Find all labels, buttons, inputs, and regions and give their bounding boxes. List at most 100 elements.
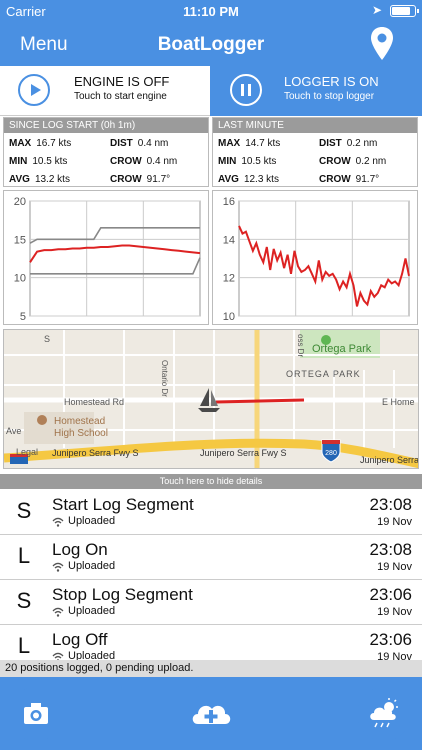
engine-toggle[interactable]: ENGINE IS OFF Touch to start engine [0,66,210,116]
map-canvas: 280 Homestead Rd E Home ORTEGA PARK Juni… [4,330,419,468]
row-label: Log On [52,540,108,559]
add-entry-button[interactable] [180,684,242,746]
place-label: Homestead [54,416,105,427]
stat-label: MIN [218,156,237,167]
row-time: 23:06 [369,630,412,649]
logger-hint: Touch to stop logger [284,91,375,102]
upload-status-line: 20 positions logged, 0 pending upload. [0,660,422,677]
row-label: Log Off [52,630,108,649]
row-type-letter: S [16,588,32,613]
street-label: Junipero Serra Fwy S [52,448,139,458]
plot-frame [29,200,201,317]
street-label: Junipero Serra [360,455,419,465]
shield-label: 280 [325,450,337,457]
y-tick-label: 15 [14,234,26,246]
place-label: Ortega Park [312,343,372,355]
park-marker-icon [321,335,331,345]
stat-value: 12.3 kts [243,174,279,185]
camera-button[interactable] [9,687,63,741]
park-area [300,330,380,358]
y-tick-label: 20 [14,196,26,208]
stat-max: MAX 14.7 kts [218,138,280,149]
highway-shield-icon [10,454,28,464]
stat-dist: DIST 0.2 nm [319,138,377,149]
stat-value: 0.4 nm [146,156,178,167]
row-time: 23:06 [369,585,412,604]
stat-crow: CROW 0.4 nm [110,156,177,167]
row-type-letter: L [17,633,31,658]
camera-icon [24,703,48,724]
weather-icon [370,698,398,728]
battery-fill [392,7,410,15]
series-line [238,225,410,307]
row-date: 19 Nov [377,561,412,573]
row-type-letter: S [16,498,32,523]
stat-label: MIN [9,156,28,167]
clock: 11:10 PM [183,4,239,19]
stat-dist: DIST 0.4 nm [110,138,168,149]
log-row[interactable]: S Stop Log Segment Uploaded 23:06 19 Nov [0,580,422,625]
stat-value: 10.5 kts [241,156,277,167]
school-area [24,412,94,444]
stat-max: MAX 16.7 kts [9,138,71,149]
street-label: Junipero Serra Fwy S [200,448,287,458]
y-tick-label: 12 [223,273,235,285]
location-pin-icon[interactable] [370,26,394,62]
upload-status: Uploaded [68,605,116,617]
stat-value: 14.7 kts [245,138,281,149]
highway-shield-icon [321,439,341,463]
series-line [29,226,200,244]
series-line [30,257,201,275]
track-line [215,398,305,404]
y-tick-label: 5 [20,311,26,323]
stat-label: MAX [218,138,241,149]
log-row[interactable]: S Start Log Segment Uploaded 23:08 19 No… [0,490,422,535]
street-label: Ave [6,426,21,436]
y-tick-label: 14 [223,234,235,246]
log-row[interactable]: L Log Off Uploaded 23:06 19 Nov [0,625,422,660]
sailboat-icon [198,388,220,412]
stat-value: 16.7 kts [36,138,72,149]
stat-label: MAX [9,138,32,149]
street-label: E Home [382,397,415,407]
stats-header: SINCE LOG START (0h 1m) [4,118,208,133]
wifi-icon [52,517,64,527]
speed-chart-svg: 20 15 10 5 [14,196,201,323]
logger-toggle[interactable]: LOGGER IS ON Touch to stop logger [210,66,422,116]
upload-status: Uploaded [68,515,116,527]
stat-avg: AVG 12.3 kts [218,174,279,185]
row-label: Stop Log Segment [52,585,193,604]
engine-status: ENGINE IS OFF [74,74,170,89]
engine-hint: Touch to start engine [74,91,167,102]
stat-avg: AVG 13.2 kts [9,174,70,185]
place-label: High School [54,428,108,439]
stat-value: 0.4 nm [137,138,169,149]
y-tick-label: 10 [14,273,26,285]
y-tick-label: 16 [223,196,235,208]
menu-button[interactable]: Menu [20,34,68,55]
street-label: Legal [16,447,38,457]
upload-status: Uploaded [68,650,116,660]
weather-button[interactable] [357,687,411,741]
street-label: ORTEGA PARK [286,369,361,379]
hide-details-bar[interactable]: Touch here to hide details [0,474,422,489]
stat-value: 0.2 nm [346,138,378,149]
row-date: 19 Nov [377,516,412,528]
stat-label: CROW [319,174,351,185]
street-label: Ontario Dr [160,360,169,397]
stat-label: DIST [110,138,133,149]
wifi-icon [52,652,64,660]
log-list: S Start Log Segment Uploaded 23:08 19 No… [0,490,422,660]
map-view[interactable]: 280 Homestead Rd E Home ORTEGA PARK Juni… [3,329,419,469]
log-row[interactable]: L Log On Uploaded 23:08 19 Nov [0,535,422,580]
stat-value: 13.2 kts [34,174,70,185]
stat-value: 91.7° [146,174,171,185]
upload-status: Uploaded [68,560,116,572]
stat-value: 10.5 kts [32,156,68,167]
street-label: S [44,334,50,344]
stat-value: 91.7° [355,174,380,185]
stat-course: CROW 91.7° [110,174,170,185]
row-time: 23:08 [369,540,412,559]
speed-chart-svg: 16 14 12 10 [223,196,410,323]
stat-label: AVG [9,174,30,185]
